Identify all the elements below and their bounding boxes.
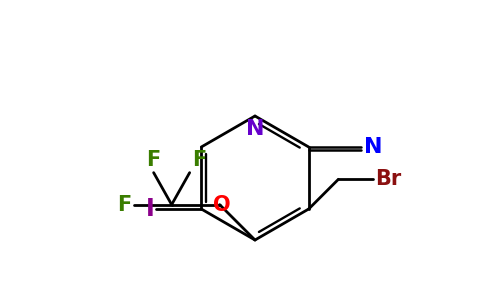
Text: N: N [363,137,382,157]
Text: N: N [246,119,264,139]
Text: O: O [213,195,230,214]
Text: F: F [147,150,161,169]
Text: Br: Br [376,169,402,189]
Text: F: F [192,150,206,169]
Text: F: F [118,195,132,214]
Text: I: I [146,197,154,221]
